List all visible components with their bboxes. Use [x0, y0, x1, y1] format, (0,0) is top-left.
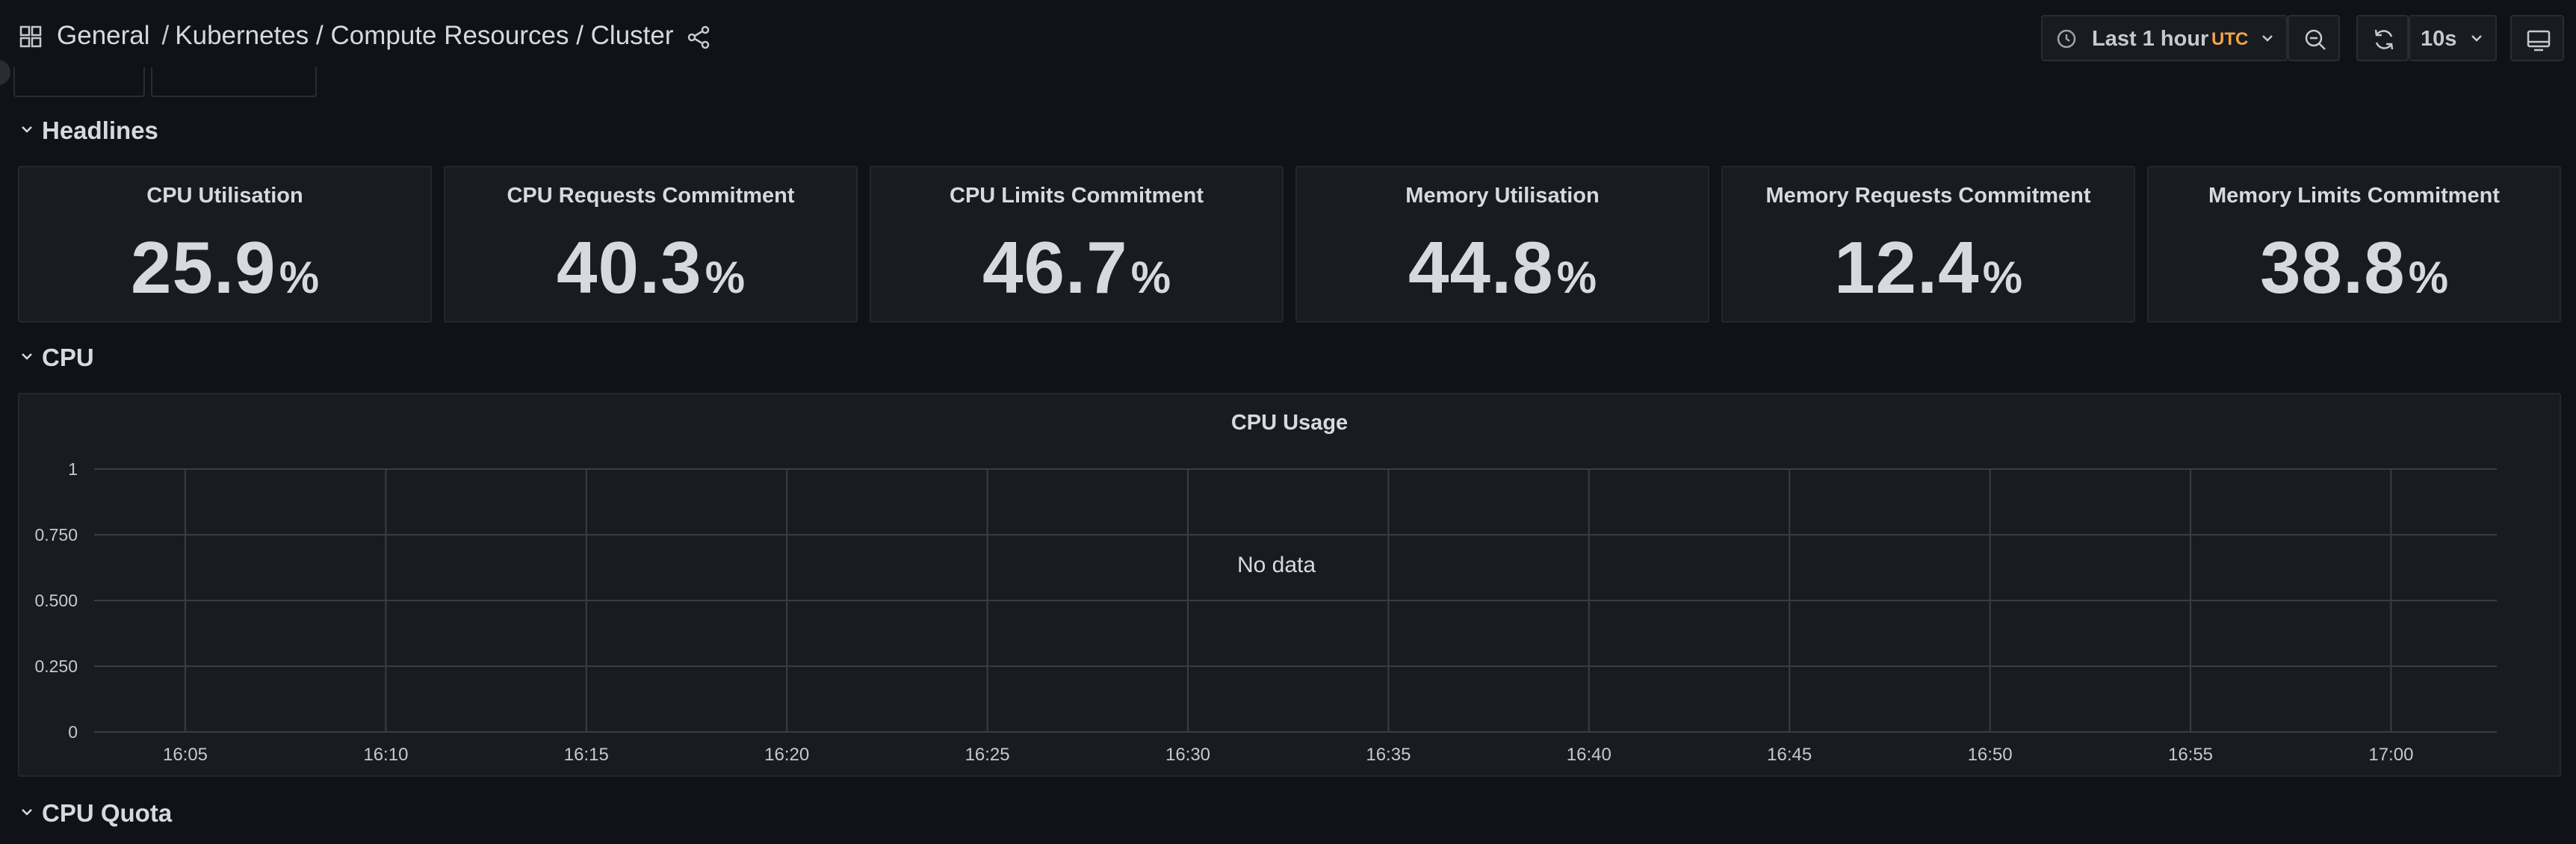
time-range-picker[interactable]: Last 1 hour UTC — [2041, 15, 2288, 61]
panel-title: CPU Utilisation — [146, 184, 303, 208]
stat-value: 46.7% — [871, 226, 1282, 310]
kiosk-icon — [2527, 30, 2551, 52]
row-cpu-quota[interactable]: CPU Quota — [21, 799, 172, 828]
x-tick-label: 16:30 — [1165, 745, 1210, 765]
no-data-message: No data — [1237, 553, 1316, 577]
y-tick-label: 0 — [68, 722, 78, 742]
chevron-down-icon — [2262, 35, 2273, 42]
stat-panel[interactable]: CPU Utilisation 25.9% — [18, 166, 432, 323]
zoom-out-button[interactable] — [2288, 15, 2340, 61]
stat-number: 46.7 — [982, 226, 1128, 308]
stat-unit: % — [705, 252, 746, 302]
chevron-down-icon — [2471, 35, 2482, 42]
sidebar-toggle[interactable] — [0, 60, 10, 85]
clock-icon — [2057, 29, 2076, 49]
refresh-icon — [2374, 29, 2394, 50]
x-tick-label: 16:45 — [1767, 745, 1812, 765]
breadcrumb: General / Kubernetes / Compute Resources /… — [57, 21, 674, 51]
x-tick-label: 16:35 — [1366, 745, 1411, 765]
chevron-down-icon — [22, 126, 32, 134]
x-tick-label: 16:40 — [1567, 745, 1611, 765]
zoom-out-icon — [2305, 29, 2326, 50]
x-tick-label: 16:15 — [564, 745, 609, 765]
x-tick-label: 16:25 — [965, 745, 1010, 765]
stat-number: 40.3 — [556, 226, 702, 308]
x-tick-label: 16:05 — [163, 745, 208, 765]
panel-title: Memory Requests Commitment — [1765, 184, 2091, 208]
row-title: CPU Quota — [42, 799, 173, 827]
dashboard-title[interactable]: Kubernetes / Compute Resources / Cluster — [175, 21, 674, 50]
stat-panel[interactable]: Memory Utilisation 44.8% — [1295, 166, 1709, 323]
stat-panel[interactable]: CPU Limits Commitment 46.7% — [870, 166, 1284, 323]
panel-title: Memory Utilisation — [1405, 184, 1600, 208]
kiosk-mode-button[interactable] — [2510, 15, 2564, 61]
row-title: Headlines — [42, 117, 158, 144]
stat-unit: % — [279, 252, 320, 302]
row-headlines[interactable]: Headlines — [21, 117, 158, 145]
breadcrumb-folder[interactable]: General — [57, 21, 150, 50]
stat-value: 25.9% — [19, 226, 430, 310]
apps-icon[interactable] — [19, 25, 42, 48]
timezone-badge: UTC — [2211, 29, 2249, 49]
refresh-button[interactable] — [2356, 15, 2409, 61]
cpu-usage-chart: 1 0.750 0.500 0.250 0 16:05 16:10 16:15 16:20 16:… — [34, 459, 2497, 765]
x-tick-label: 16:20 — [764, 745, 809, 765]
panel-title: Memory Limits Commitment — [2208, 184, 2500, 208]
stat-unit: % — [1130, 252, 1171, 302]
chevron-down-icon — [22, 809, 32, 816]
stat-number: 44.8 — [1408, 226, 1554, 308]
stat-number: 38.8 — [2259, 226, 2406, 308]
y-tick-label: 0.750 — [34, 525, 78, 544]
refresh-interval-picker[interactable]: 10s — [2409, 15, 2497, 61]
stat-value: 12.4% — [1723, 226, 2134, 310]
row-cpu[interactable]: CPU — [21, 344, 94, 372]
stat-unit: % — [1556, 252, 1597, 302]
time-range-label: Last 1 hour — [2092, 27, 2209, 51]
chevron-down-icon — [22, 353, 32, 361]
stat-value: 40.3% — [445, 226, 856, 310]
variable-picker[interactable] — [13, 67, 145, 97]
stat-panel[interactable]: CPU Requests Commitment 40.3% — [444, 166, 858, 323]
stat-value: 38.8% — [2149, 226, 2560, 310]
stat-number: 12.4 — [1833, 226, 1980, 308]
variable-picker[interactable] — [151, 67, 317, 97]
stat-panel[interactable]: Memory Requests Commitment 12.4% — [1721, 166, 2135, 323]
stat-unit: % — [2408, 252, 2449, 302]
share-icon[interactable] — [687, 25, 711, 49]
stat-unit: % — [1982, 252, 2023, 302]
panel-title: CPU Limits Commitment — [950, 184, 1204, 208]
panel-title: CPU Requests Commitment — [507, 184, 795, 208]
breadcrumb-separator: / — [161, 21, 170, 50]
refresh-interval-label: 10s — [2421, 27, 2457, 51]
stat-panel[interactable]: Memory Limits Commitment 38.8% — [2147, 166, 2561, 323]
top-bar: General / Kubernetes / Compute Resources /… — [0, 0, 2576, 78]
panel-title: CPU Usage — [1230, 411, 1349, 435]
x-tick-label: 17:00 — [2368, 745, 2413, 765]
y-tick-label: 0.250 — [34, 657, 78, 676]
stat-value: 44.8% — [1297, 226, 1708, 310]
cpu-usage-panel[interactable]: CPU Usage 1 0.750 0.500 0.250 0 16:05 16:10 16:… — [18, 393, 2561, 777]
stat-number: 25.9 — [130, 226, 276, 308]
y-tick-label: 0.500 — [34, 591, 78, 610]
x-tick-label: 16:50 — [1968, 745, 2013, 765]
y-tick-label: 1 — [68, 459, 78, 479]
row-title: CPU — [42, 344, 94, 371]
x-tick-label: 16:10 — [363, 745, 408, 765]
x-tick-label: 16:55 — [2168, 745, 2213, 765]
